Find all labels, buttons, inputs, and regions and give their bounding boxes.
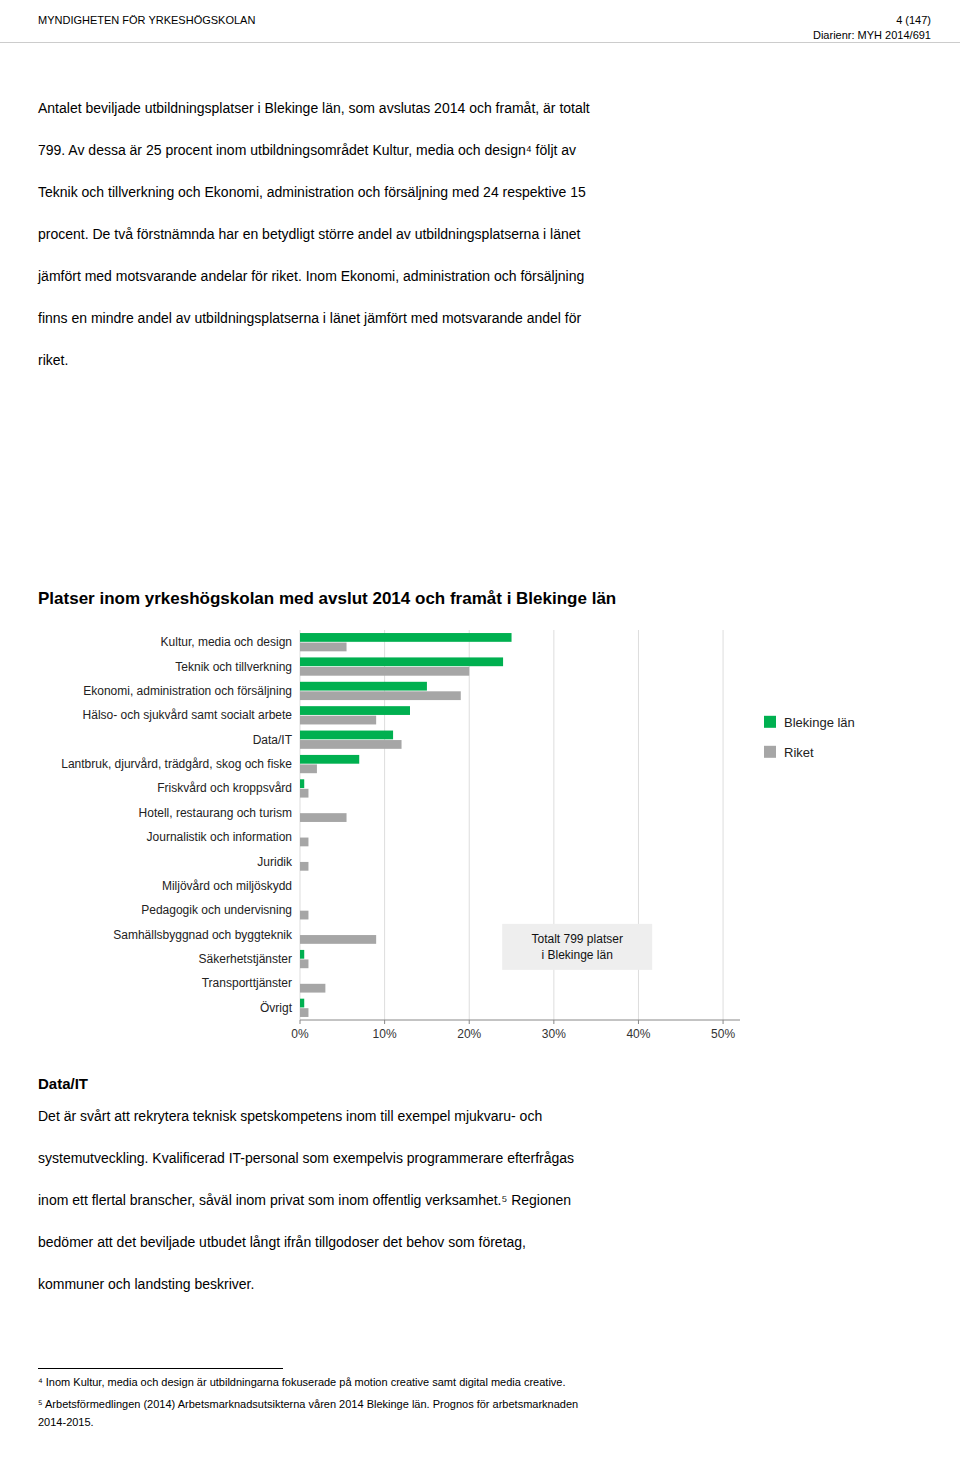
- bar: [300, 779, 304, 788]
- annotation: Totalt 799 platseri Blekinge län: [532, 932, 623, 962]
- legend-label: Riket: [784, 745, 814, 760]
- tick-mark: [723, 1020, 724, 1024]
- bar: [300, 691, 461, 700]
- bars: [300, 633, 512, 1017]
- category-label: Säkerhetstjänster: [199, 952, 292, 966]
- category-label: Transporttjänster: [202, 976, 292, 990]
- paragraph-line: Det är svårt att rekrytera teknisk spets…: [38, 1108, 542, 1124]
- tick-label: 10%: [373, 1027, 397, 1041]
- grid-line: [469, 630, 470, 1020]
- chart-title: Platser inom yrkeshögskolan med avslut 2…: [38, 589, 616, 608]
- paragraph-line: bedömer att det beviljade utbudet långt …: [38, 1234, 526, 1250]
- bar: [300, 1008, 308, 1017]
- separator: [0, 42, 960, 43]
- bar: [300, 911, 308, 920]
- header-left: MYNDIGHETEN FÖR YRKESHÖGSKOLAN: [38, 14, 255, 26]
- category-label: Juridik: [257, 855, 293, 869]
- paragraph-line: jämfört med motsvarande andelar för rike…: [38, 268, 584, 284]
- bar: [300, 706, 410, 715]
- category-label: Friskvård och kroppsvård: [157, 781, 292, 795]
- bar: [300, 852, 301, 861]
- paragraph-line: kommuner och landsting beskriver.: [38, 1276, 254, 1292]
- category-label: Ekonomi, administration och försäljning: [83, 684, 292, 698]
- footnote: 2014-2015.: [38, 1416, 94, 1428]
- header-right: Diarienr: MYH 2014/691: [813, 29, 931, 41]
- bar: [300, 935, 376, 944]
- tick-label: 30%: [542, 1027, 566, 1041]
- tick-label: 20%: [457, 1027, 481, 1041]
- tick-label: 0%: [291, 1027, 309, 1041]
- category-label: Hotell, restaurang och turism: [139, 806, 292, 820]
- footnote: ⁵ Arbetsförmedlingen (2014) Arbetsmarkna…: [38, 1398, 578, 1410]
- legend-swatch: [764, 746, 776, 758]
- footnote: ⁴ Inom Kultur, media och design är utbil…: [38, 1376, 566, 1388]
- x-axis: [300, 1020, 740, 1021]
- category-label: Lantbruk, djurvård, trädgård, skog och f…: [61, 757, 292, 771]
- legend-swatch: [764, 716, 776, 728]
- category-label: Övrigt: [260, 1001, 293, 1015]
- bar: [300, 950, 304, 959]
- grid: [300, 630, 723, 1020]
- bar: [300, 755, 359, 764]
- tick-mark: [384, 1020, 385, 1024]
- bar: [300, 731, 393, 740]
- paragraph-line: 799. Av dessa är 25 procent inom utbildn…: [38, 142, 576, 158]
- paragraph-line: riket.: [38, 352, 68, 368]
- bar: [300, 828, 301, 837]
- bar: [300, 813, 347, 822]
- bar: [300, 789, 308, 798]
- paragraph-line: inom ett flertal branscher, såväl inom p…: [38, 1192, 571, 1208]
- bar: [300, 974, 301, 983]
- tick-mark: [469, 1020, 470, 1024]
- section-title: Data/IT: [38, 1075, 88, 1092]
- tick-mark: [553, 1020, 554, 1024]
- bar: [300, 657, 503, 666]
- chart: Platser inom yrkeshögskolan med avslut 2…: [0, 580, 960, 1060]
- tick-label: 50%: [711, 1027, 735, 1041]
- tick-label: 40%: [626, 1027, 650, 1041]
- paragraph-line: Teknik och tillverkning och Ekonomi, adm…: [38, 184, 586, 200]
- bar: [300, 643, 347, 652]
- bar: [300, 959, 308, 968]
- category-label: Pedagogik och undervisning: [141, 903, 292, 917]
- tick-mark: [638, 1020, 639, 1024]
- paragraph-line: systemutveckling. Kvalificerad IT-person…: [38, 1150, 574, 1166]
- bar: [300, 877, 301, 886]
- bar: [300, 862, 308, 871]
- separator: [38, 1368, 283, 1369]
- annotation-box: [502, 924, 652, 970]
- category-label: Journalistik och information: [147, 830, 292, 844]
- bar: [300, 926, 301, 935]
- bar: [300, 682, 427, 691]
- bar: [300, 764, 317, 773]
- bar: [300, 999, 304, 1008]
- category-label: Kultur, media och design: [161, 635, 292, 649]
- bar: [300, 716, 376, 725]
- bar: [300, 740, 402, 749]
- category-label: Data/IT: [253, 733, 293, 747]
- paragraph-line: procent. De två förstnämnda har en betyd…: [38, 226, 580, 242]
- bar: [300, 901, 301, 910]
- category-label: Samhällsbyggnad och byggteknik: [113, 928, 293, 942]
- legend-label: Blekinge län: [784, 715, 855, 730]
- paragraph-line: Antalet beviljade utbildningsplatser i B…: [38, 100, 590, 116]
- bar: [300, 886, 301, 895]
- bar: [300, 984, 325, 993]
- header-right: 4 (147): [896, 14, 931, 26]
- bar: [300, 633, 512, 642]
- paragraph-line: finns en mindre andel av utbildningsplat…: [38, 310, 581, 326]
- category-label: Teknik och tillverkning: [175, 660, 292, 674]
- bar: [300, 804, 301, 813]
- grid-line: [723, 630, 724, 1020]
- bar: [300, 838, 308, 847]
- category-label: Hälso- och sjukvård samt socialt arbete: [83, 708, 293, 722]
- category-label: Miljövård och miljöskydd: [162, 879, 292, 893]
- tick-mark: [300, 1020, 301, 1024]
- bar: [300, 667, 469, 676]
